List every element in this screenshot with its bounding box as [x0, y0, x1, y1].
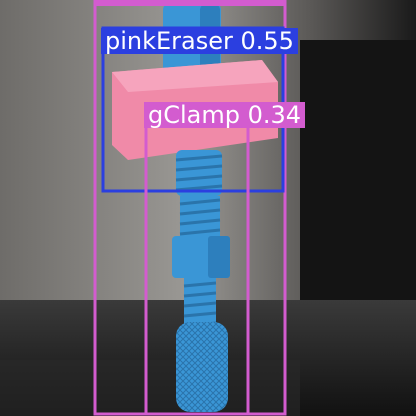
thread-lines-upper: [175, 154, 223, 192]
pink-eraser-top-face: [112, 60, 278, 92]
table-edge-highlight: [0, 360, 300, 416]
clamp-middle-block-shade: [208, 236, 230, 278]
thread-lines: [179, 198, 221, 236]
clamp-knurled-handle: [176, 322, 228, 412]
clamp-threaded-rod-upper: [176, 150, 222, 196]
detection-label-pinkeraser: pinkEraser 0.55: [101, 28, 298, 54]
top-label-strip: [95, 0, 285, 6]
detection-label-gclamp: gClamp 0.34: [144, 102, 306, 128]
